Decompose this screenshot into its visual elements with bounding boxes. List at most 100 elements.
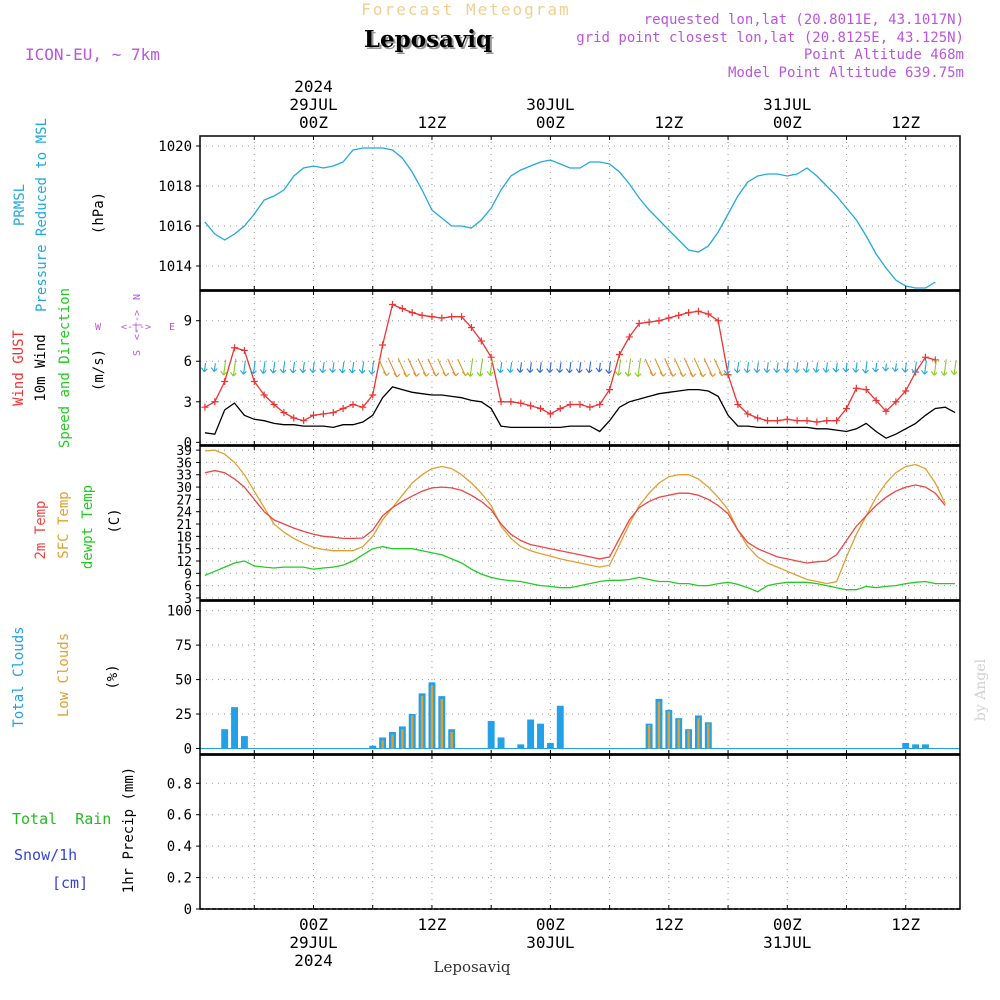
- top-time-label: 2024: [294, 77, 333, 96]
- top-time-label: 12Z: [417, 113, 446, 132]
- wind-direction-arrow: [259, 361, 267, 374]
- gust-marker: [388, 301, 396, 309]
- bottom-time-label: 12Z: [891, 915, 920, 934]
- wind-direction-arrow: [476, 358, 484, 377]
- wind-direction-arrow: [338, 361, 346, 374]
- y-tick-label: 50: [175, 673, 192, 689]
- y-tick-label: 1016: [158, 219, 192, 235]
- gust-marker: [270, 400, 278, 408]
- gust-marker: [754, 414, 762, 422]
- wind-direction-arrow: [289, 361, 297, 374]
- gust-marker: [823, 417, 831, 425]
- footer-location: Leposaviq: [434, 958, 511, 976]
- y-tick-label: 1014: [158, 259, 192, 275]
- gust-marker: [852, 384, 860, 392]
- total-cloud-bar: [240, 736, 248, 749]
- wind-direction-arrow: [536, 362, 544, 373]
- low-clouds-label: Low Clouds: [56, 633, 72, 717]
- wind-direction-arrow: [457, 358, 469, 377]
- panel-frame-pressure: [199, 135, 961, 291]
- low-cloud-bar: [440, 698, 444, 749]
- prmsl-label: PRMSL: [12, 184, 28, 226]
- gust-marker: [586, 403, 594, 411]
- gust-marker: [813, 418, 821, 426]
- panel-frame-temperature: [199, 445, 961, 601]
- wind-direction-arrow: [595, 362, 603, 373]
- wind-direction-arrow: [526, 362, 534, 373]
- wind-direction-arrow: [802, 362, 810, 373]
- y-tick-label: 1018: [158, 179, 192, 195]
- wind-unit: (m/s): [91, 349, 107, 391]
- gust-marker: [724, 371, 732, 379]
- wind-direction-arrow: [822, 362, 830, 373]
- wind-direction-arrow: [861, 361, 869, 374]
- wind-direction-arrow: [812, 362, 820, 373]
- compass-west: W: [95, 322, 102, 333]
- y-tick-label: 15: [176, 543, 192, 558]
- low-cloud-bar: [697, 718, 700, 749]
- gust-marker: [418, 311, 426, 319]
- gust-marker: [250, 378, 258, 386]
- gust-marker: [902, 387, 910, 395]
- low-cloud-bar: [707, 723, 710, 749]
- gust-marker: [507, 398, 515, 406]
- top-time-label: 29JUL: [289, 95, 337, 114]
- wind-direction-arrow: [634, 358, 642, 378]
- bottom-time-label: 00Z: [299, 915, 328, 934]
- total-cloud-bar: [221, 729, 229, 749]
- gust-label: Wind GUST: [11, 330, 27, 406]
- wind-direction-arrow: [723, 360, 731, 375]
- wind-direction-arrow: [783, 362, 790, 373]
- y-tick-label: 18: [176, 530, 192, 545]
- wind-direction-arrow: [743, 362, 751, 374]
- wind-direction-arrow: [427, 358, 440, 377]
- wind-direction-arrow: [240, 360, 247, 375]
- y-tick-label: 39: [176, 444, 192, 459]
- y-tick-label: 100: [167, 604, 192, 620]
- gust-marker: [537, 405, 545, 413]
- wind-direction-arrow: [397, 357, 411, 378]
- wind-direction-arrow: [575, 362, 583, 374]
- bottom-time-label: 00Z: [773, 915, 802, 934]
- temp-unit: (C): [107, 508, 123, 533]
- total-cloud-bar: [546, 742, 554, 749]
- total-cloud-bar: [922, 744, 929, 749]
- wind-direction-arrow: [516, 362, 524, 373]
- y-tick-label: 27: [176, 493, 192, 508]
- gust-marker: [645, 318, 653, 326]
- wind-direction-arrow: [348, 361, 356, 374]
- gust-marker: [803, 417, 811, 425]
- total-cloud-bar: [487, 720, 495, 749]
- y-tick-label: 21: [176, 518, 192, 533]
- wind-direction-arrow: [940, 359, 948, 376]
- gust-marker: [842, 405, 850, 413]
- wind-direction-arrow: [882, 363, 889, 372]
- wind-direction-arrow: [703, 357, 716, 377]
- gust-marker: [280, 409, 288, 417]
- wind-direction-arrow: [901, 362, 909, 373]
- y-tick-label: 0: [184, 435, 192, 451]
- sfc-temp-line: [204, 449, 946, 585]
- y-tick-label: 3: [184, 395, 192, 411]
- wind-direction-arrow: [614, 359, 622, 376]
- wind-direction-arrow: [565, 362, 573, 374]
- gust-marker: [576, 400, 584, 408]
- frame-layer: [199, 135, 961, 910]
- wind-direction-arrow: [220, 359, 227, 376]
- axis-layer: 1014101610181020036936912151821242730333…: [158, 77, 920, 970]
- bottom-time-label: 2024: [294, 951, 333, 970]
- y-tick-label: 6: [184, 580, 192, 595]
- wind-direction-arrow: [556, 362, 563, 373]
- total-cloud-bar: [537, 723, 544, 749]
- wind-direction-arrow: [713, 358, 726, 377]
- t2m-label: 2m Temp: [33, 500, 49, 559]
- wind-direction-arrow: [309, 362, 317, 374]
- wind-direction-arrow: [891, 363, 899, 372]
- wind-direction-arrow: [605, 361, 613, 374]
- wind10-label: 10m Wind: [33, 334, 49, 401]
- wind-direction-arrow: [387, 357, 401, 378]
- total-cloud-bar: [497, 737, 505, 749]
- wind-direction-arrow: [447, 358, 459, 377]
- wind-direction-arrow: [319, 362, 327, 374]
